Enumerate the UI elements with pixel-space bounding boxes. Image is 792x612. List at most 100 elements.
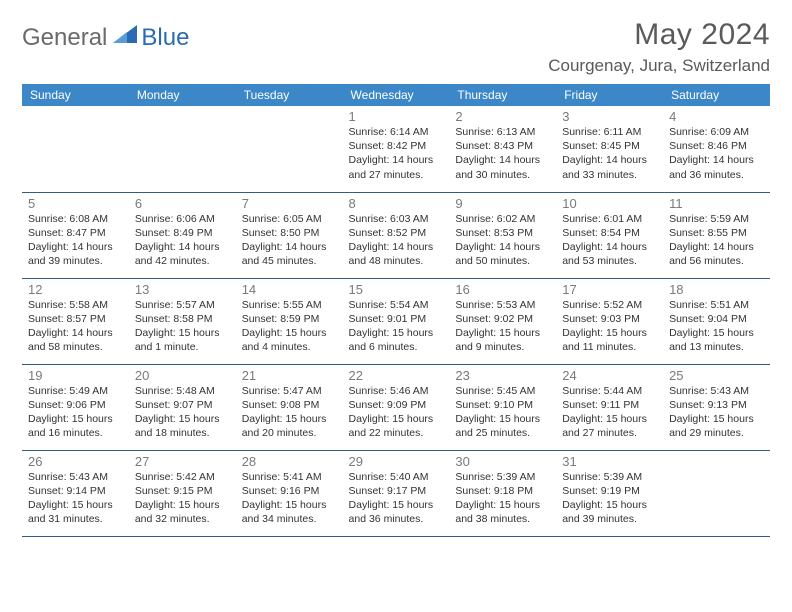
day-cell: 15Sunrise: 5:54 AMSunset: 9:01 PMDayligh…	[343, 278, 450, 364]
day-cell: 23Sunrise: 5:45 AMSunset: 9:10 PMDayligh…	[449, 364, 556, 450]
day-info: Sunrise: 6:01 AMSunset: 8:54 PMDaylight:…	[562, 212, 657, 269]
day-info: Sunrise: 6:06 AMSunset: 8:49 PMDaylight:…	[135, 212, 230, 269]
calendar-row: 1Sunrise: 6:14 AMSunset: 8:42 PMDaylight…	[22, 106, 770, 192]
day-number: 26	[28, 454, 123, 469]
day-cell: 14Sunrise: 5:55 AMSunset: 8:59 PMDayligh…	[236, 278, 343, 364]
day-cell: 12Sunrise: 5:58 AMSunset: 8:57 PMDayligh…	[22, 278, 129, 364]
header: General Blue May 2024 Courgenay, Jura, S…	[22, 18, 770, 76]
day-cell: 26Sunrise: 5:43 AMSunset: 9:14 PMDayligh…	[22, 450, 129, 536]
day-info: Sunrise: 5:41 AMSunset: 9:16 PMDaylight:…	[242, 470, 337, 527]
day-cell: 27Sunrise: 5:42 AMSunset: 9:15 PMDayligh…	[129, 450, 236, 536]
day-info: Sunrise: 5:39 AMSunset: 9:19 PMDaylight:…	[562, 470, 657, 527]
day-number: 7	[242, 196, 337, 211]
logo-sail-icon	[113, 25, 137, 43]
logo: General Blue	[22, 24, 189, 52]
day-cell: 10Sunrise: 6:01 AMSunset: 8:54 PMDayligh…	[556, 192, 663, 278]
day-cell: 22Sunrise: 5:46 AMSunset: 9:09 PMDayligh…	[343, 364, 450, 450]
month-title: May 2024	[548, 18, 770, 52]
calendar-row: 19Sunrise: 5:49 AMSunset: 9:06 PMDayligh…	[22, 364, 770, 450]
dayheader: Friday	[556, 84, 663, 106]
calendar-table: SundayMondayTuesdayWednesdayThursdayFrid…	[22, 84, 770, 537]
day-info: Sunrise: 5:40 AMSunset: 9:17 PMDaylight:…	[349, 470, 444, 527]
day-number: 5	[28, 196, 123, 211]
day-number: 9	[455, 196, 550, 211]
day-number: 18	[669, 282, 764, 297]
day-cell: 16Sunrise: 5:53 AMSunset: 9:02 PMDayligh…	[449, 278, 556, 364]
day-info: Sunrise: 5:59 AMSunset: 8:55 PMDaylight:…	[669, 212, 764, 269]
day-number: 28	[242, 454, 337, 469]
day-number: 22	[349, 368, 444, 383]
day-info: Sunrise: 6:05 AMSunset: 8:50 PMDaylight:…	[242, 212, 337, 269]
day-number: 4	[669, 109, 764, 124]
day-cell: 13Sunrise: 5:57 AMSunset: 8:58 PMDayligh…	[129, 278, 236, 364]
day-number: 24	[562, 368, 657, 383]
day-info: Sunrise: 6:14 AMSunset: 8:42 PMDaylight:…	[349, 125, 444, 182]
day-cell: 2Sunrise: 6:13 AMSunset: 8:43 PMDaylight…	[449, 106, 556, 192]
day-number: 19	[28, 368, 123, 383]
day-number: 14	[242, 282, 337, 297]
day-cell: 31Sunrise: 5:39 AMSunset: 9:19 PMDayligh…	[556, 450, 663, 536]
day-cell: 9Sunrise: 6:02 AMSunset: 8:53 PMDaylight…	[449, 192, 556, 278]
day-info: Sunrise: 5:48 AMSunset: 9:07 PMDaylight:…	[135, 384, 230, 441]
day-info: Sunrise: 6:08 AMSunset: 8:47 PMDaylight:…	[28, 212, 123, 269]
day-cell: 5Sunrise: 6:08 AMSunset: 8:47 PMDaylight…	[22, 192, 129, 278]
dayheader: Wednesday	[343, 84, 450, 106]
dayheader: Sunday	[22, 84, 129, 106]
day-cell: 24Sunrise: 5:44 AMSunset: 9:11 PMDayligh…	[556, 364, 663, 450]
day-info: Sunrise: 6:03 AMSunset: 8:52 PMDaylight:…	[349, 212, 444, 269]
day-info: Sunrise: 5:44 AMSunset: 9:11 PMDaylight:…	[562, 384, 657, 441]
day-info: Sunrise: 5:39 AMSunset: 9:18 PMDaylight:…	[455, 470, 550, 527]
day-info: Sunrise: 5:53 AMSunset: 9:02 PMDaylight:…	[455, 298, 550, 355]
day-number: 6	[135, 196, 230, 211]
empty-cell	[22, 106, 129, 192]
day-number: 1	[349, 109, 444, 124]
day-number: 20	[135, 368, 230, 383]
day-number: 27	[135, 454, 230, 469]
day-info: Sunrise: 6:11 AMSunset: 8:45 PMDaylight:…	[562, 125, 657, 182]
day-info: Sunrise: 5:43 AMSunset: 9:14 PMDaylight:…	[28, 470, 123, 527]
day-info: Sunrise: 5:51 AMSunset: 9:04 PMDaylight:…	[669, 298, 764, 355]
dayheader-row: SundayMondayTuesdayWednesdayThursdayFrid…	[22, 84, 770, 106]
dayheader: Thursday	[449, 84, 556, 106]
calendar-row: 5Sunrise: 6:08 AMSunset: 8:47 PMDaylight…	[22, 192, 770, 278]
day-info: Sunrise: 5:57 AMSunset: 8:58 PMDaylight:…	[135, 298, 230, 355]
day-cell: 18Sunrise: 5:51 AMSunset: 9:04 PMDayligh…	[663, 278, 770, 364]
day-number: 3	[562, 109, 657, 124]
day-number: 30	[455, 454, 550, 469]
day-info: Sunrise: 5:54 AMSunset: 9:01 PMDaylight:…	[349, 298, 444, 355]
day-cell: 17Sunrise: 5:52 AMSunset: 9:03 PMDayligh…	[556, 278, 663, 364]
title-block: May 2024 Courgenay, Jura, Switzerland	[548, 18, 770, 76]
day-cell: 4Sunrise: 6:09 AMSunset: 8:46 PMDaylight…	[663, 106, 770, 192]
day-number: 15	[349, 282, 444, 297]
empty-cell	[663, 450, 770, 536]
day-number: 16	[455, 282, 550, 297]
day-number: 17	[562, 282, 657, 297]
day-number: 23	[455, 368, 550, 383]
day-cell: 25Sunrise: 5:43 AMSunset: 9:13 PMDayligh…	[663, 364, 770, 450]
day-info: Sunrise: 6:13 AMSunset: 8:43 PMDaylight:…	[455, 125, 550, 182]
day-cell: 19Sunrise: 5:49 AMSunset: 9:06 PMDayligh…	[22, 364, 129, 450]
calendar-row: 26Sunrise: 5:43 AMSunset: 9:14 PMDayligh…	[22, 450, 770, 536]
day-cell: 11Sunrise: 5:59 AMSunset: 8:55 PMDayligh…	[663, 192, 770, 278]
day-number: 13	[135, 282, 230, 297]
day-cell: 29Sunrise: 5:40 AMSunset: 9:17 PMDayligh…	[343, 450, 450, 536]
day-number: 25	[669, 368, 764, 383]
day-info: Sunrise: 5:55 AMSunset: 8:59 PMDaylight:…	[242, 298, 337, 355]
day-number: 2	[455, 109, 550, 124]
day-number: 11	[669, 196, 764, 211]
day-info: Sunrise: 5:47 AMSunset: 9:08 PMDaylight:…	[242, 384, 337, 441]
dayheader: Tuesday	[236, 84, 343, 106]
day-info: Sunrise: 5:45 AMSunset: 9:10 PMDaylight:…	[455, 384, 550, 441]
day-number: 12	[28, 282, 123, 297]
logo-text-general: General	[22, 24, 107, 52]
empty-cell	[129, 106, 236, 192]
day-number: 29	[349, 454, 444, 469]
day-number: 21	[242, 368, 337, 383]
day-info: Sunrise: 6:09 AMSunset: 8:46 PMDaylight:…	[669, 125, 764, 182]
calendar-row: 12Sunrise: 5:58 AMSunset: 8:57 PMDayligh…	[22, 278, 770, 364]
day-cell: 1Sunrise: 6:14 AMSunset: 8:42 PMDaylight…	[343, 106, 450, 192]
day-info: Sunrise: 5:52 AMSunset: 9:03 PMDaylight:…	[562, 298, 657, 355]
location: Courgenay, Jura, Switzerland	[548, 56, 770, 76]
day-cell: 7Sunrise: 6:05 AMSunset: 8:50 PMDaylight…	[236, 192, 343, 278]
dayheader: Saturday	[663, 84, 770, 106]
